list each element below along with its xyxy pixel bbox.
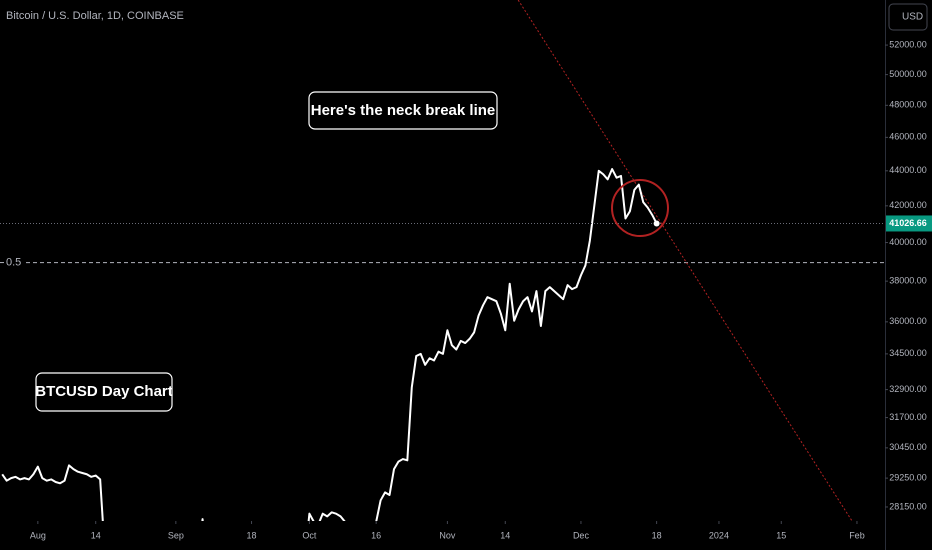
x-tick-label: 18	[247, 530, 257, 540]
y-tick-label: 46000.00	[889, 132, 927, 142]
x-tick-label: Nov	[439, 530, 456, 540]
y-tick-label: 29250.00	[889, 472, 927, 482]
chart-title: Bitcoin / U.S. Dollar, 1D, COINBASE	[6, 10, 184, 22]
y-tick-label: 48000.00	[889, 100, 927, 110]
price-tag	[886, 215, 932, 232]
x-tick-label: 14	[91, 530, 101, 540]
y-tick-label: 50000.00	[889, 69, 927, 79]
currency-box[interactable]	[888, 3, 928, 31]
annotation-box	[35, 372, 173, 412]
last-point	[653, 220, 660, 227]
highlight-circle	[611, 179, 669, 237]
plot-area	[0, 0, 885, 521]
y-tick-label: 30450.00	[889, 442, 927, 452]
x-tick-label: 14	[500, 530, 510, 540]
trend-line	[517, 0, 853, 521]
x-tick-label: Feb	[849, 530, 865, 540]
x-tick-label: Oct	[302, 530, 317, 540]
y-tick-label: 52000.00	[889, 39, 927, 49]
y-tick-label: 32900.00	[889, 384, 927, 394]
y-tick-label: 44000.00	[889, 165, 927, 175]
y-tick-label: 42000.00	[889, 200, 927, 210]
price-tag-label: 41026.66	[889, 218, 927, 228]
y-tick-label: 31700.00	[889, 412, 927, 422]
x-tick-label: 16	[371, 530, 381, 540]
y-tick-label: 28150.00	[889, 501, 927, 511]
annotation-box	[308, 91, 498, 130]
x-tick-label: Dec	[573, 530, 590, 540]
y-tick-label: 36000.00	[889, 316, 927, 326]
annotation: Here's the neck break line	[311, 102, 496, 119]
x-tick-label: 18	[652, 530, 662, 540]
y-tick-label: 40000.00	[889, 237, 927, 247]
x-tick-label: 2024	[709, 530, 729, 540]
y-tick-label: 34500.00	[889, 348, 927, 358]
x-tick-label: 15	[776, 530, 786, 540]
annotation: BTCUSD Day Chart	[35, 383, 173, 400]
currency-label[interactable]: USD	[902, 12, 923, 23]
x-tick-label: Sep	[168, 530, 184, 540]
fib-level-label: 0.5	[6, 256, 21, 268]
y-tick-label: 38000.00	[889, 276, 927, 286]
price-line	[1, 168, 658, 521]
x-tick-label: Aug	[30, 530, 46, 540]
